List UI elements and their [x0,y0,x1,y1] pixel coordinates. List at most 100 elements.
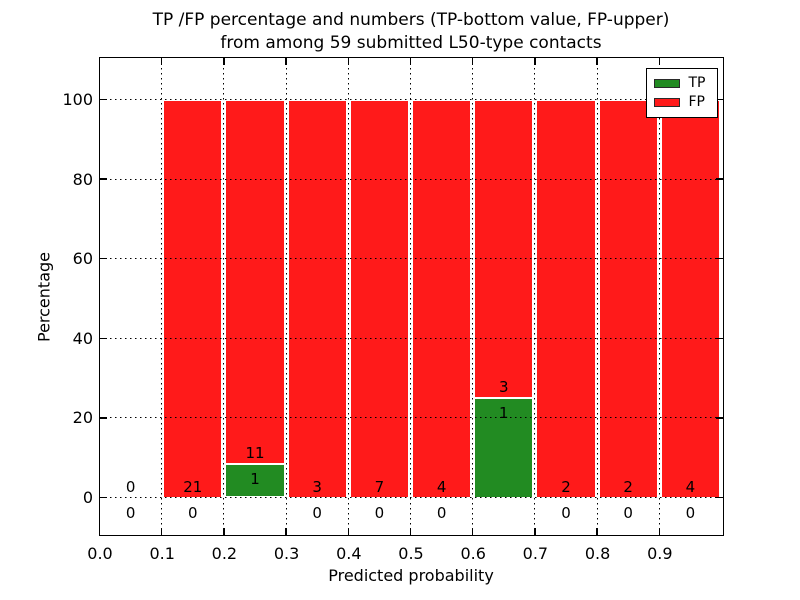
x-tickmark-top [534,57,536,65]
y-tickmark-right [715,337,723,340]
x-tickmark-bottom [347,527,350,535]
x-tick-label: 0.3 [273,544,300,563]
x-tickmark-bottom [409,527,412,535]
x-tick-label: 0.5 [398,544,424,563]
x-tickmark-top [160,57,163,65]
y-tick-label: 60 [72,249,93,269]
x-tickmark-bottom [223,527,225,535]
fp-bar [660,99,720,498]
horizontal-gridline [99,417,722,419]
y-tick-label: 0 [82,488,93,507]
vertical-gridline [472,57,474,534]
horizontal-gridline [99,496,722,499]
x-tick-label: 0.6 [460,544,486,563]
legend-entry-tp: TP [653,74,710,93]
fp-color-swatch [653,97,680,107]
y-tick-label: 20 [72,408,93,428]
y-tick-label: 80 [72,169,93,189]
vertical-gridline [658,57,660,534]
tp-count-label: 1 [250,470,260,489]
vertical-gridline [223,57,225,534]
y-tickmark-right [715,257,723,260]
vertical-gridline [534,57,536,534]
tp-count-label: 0 [374,503,385,522]
x-tick-label: 0.9 [647,544,673,563]
x-tickmark-top [409,57,412,65]
vertical-gridline [347,57,349,534]
chart-title: TP /FP percentage and numbers (TP-bottom… [100,9,722,55]
horizontal-gridline [99,98,722,101]
fp-count-label: 2 [561,477,571,496]
fp-count-label: 3 [312,477,322,496]
x-tick-label: 0.1 [149,544,175,563]
fp-count-label: 21 [183,477,203,496]
x-tick-label: 0.0 [87,544,113,563]
x-tickmark-bottom [596,527,598,535]
tp-bar [225,464,285,498]
fp-count-label: 4 [436,477,447,496]
tp-count-label: 0 [188,503,198,522]
chart-title-line1: TP /FP percentage and numbers (TP-bottom… [152,10,670,30]
tp-count-label: 0 [561,503,571,522]
y-tick-label: 100 [62,90,93,109]
horizontal-gridline [99,258,722,260]
y-tickmark-right [715,178,723,180]
y-tick-label: 40 [72,328,93,348]
legend-entry-fp: FP [653,93,710,112]
vertical-gridline [285,57,287,534]
y-tickmark-left [99,178,107,180]
fp-count-label: 11 [245,444,265,463]
fp-count-label: 2 [623,477,633,496]
vertical-gridline [596,57,598,534]
x-tickmark-bottom [160,527,163,535]
tp-count-label: 0 [685,503,696,522]
x-tickmark-top [471,57,474,65]
chart-title-line2: from among 59 submitted L50-type contact… [220,32,602,53]
x-tickmark-top [285,57,287,65]
fp-bar [349,99,409,498]
x-tick-label: 0.7 [522,544,549,563]
vertical-gridline [161,57,163,534]
fp-bar [412,99,472,498]
x-tick-label: 0.2 [211,544,238,563]
y-tickmark-left [99,98,107,101]
x-tickmark-top [98,57,101,65]
legend: TP FP [645,67,718,118]
tp-bar [474,398,534,498]
x-tick-label: 0.8 [584,544,611,563]
fp-count-label: 0 [125,477,136,496]
tp-count-label: 0 [623,503,633,522]
vertical-gridline [409,57,412,534]
tp-color-swatch [653,78,680,88]
plot-area: TP FP 0 0 21 0 11 1 3 0 7 0 4 0 3 1 2 0 2 0 4 0 [98,56,724,536]
x-tickmark-bottom [98,527,101,535]
tp-count-label: 0 [436,503,447,522]
y-tickmark-left [99,257,107,260]
y-tickmark-right [715,98,723,101]
x-tickmark-bottom [534,527,536,535]
fp-bar [536,99,596,498]
fp-bar [598,99,658,498]
x-tickmark-top [596,57,598,65]
x-tick-label: 0.4 [336,544,362,563]
y-tickmark-right [715,496,723,499]
tp-count-label: 0 [312,503,322,522]
fp-bar [225,99,285,465]
legend-label-fp: FP [688,94,706,110]
y-tickmark-left [99,496,107,499]
fp-bar [163,99,223,498]
x-tickmark-top [223,57,225,65]
x-tickmark-bottom [471,527,474,535]
fp-count-label: 4 [685,477,696,496]
fp-bar [474,99,534,398]
legend-label-tp: TP [688,75,706,91]
y-tickmark-left [99,417,107,419]
x-axis-label: Predicted probability [328,566,494,585]
tp-count-label: 0 [125,503,136,522]
x-tickmark-top [347,57,350,65]
x-tickmark-bottom [658,527,661,535]
y-tickmark-right [715,417,723,419]
y-tickmark-left [99,337,107,340]
x-tickmark-top [658,57,661,65]
